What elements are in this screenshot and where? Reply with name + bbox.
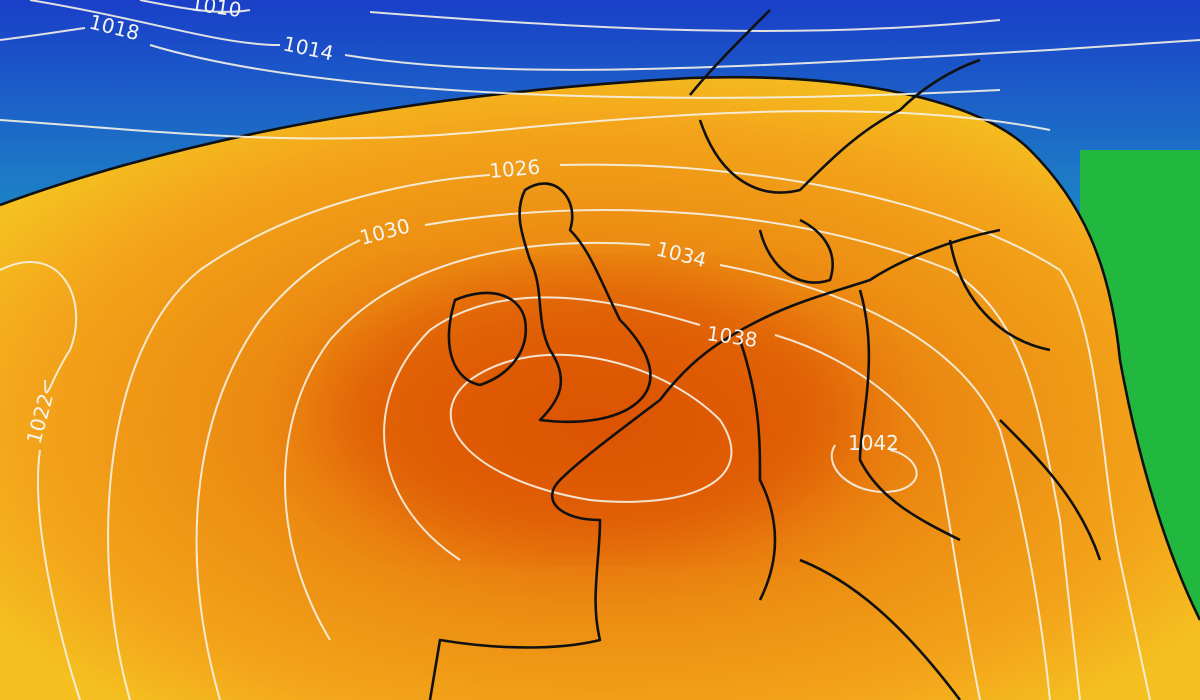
isobar-1034 — [284, 241, 1051, 700]
isobar-1038 — [383, 296, 981, 700]
isobar-1026 — [107, 163, 1151, 700]
coast-continent — [428, 228, 1001, 700]
isobar-inner — [449, 353, 733, 503]
high-pressure-boundary — [0, 75, 1200, 621]
coast-ireland — [447, 291, 528, 387]
isobar-1022 — [0, 261, 81, 700]
high-pressure-core — [330, 280, 850, 540]
isobar-1030 — [195, 209, 1081, 700]
isobar-1042 — [830, 444, 918, 493]
isobar-label-1042: 1042 — [848, 431, 899, 455]
isobar-1010 — [139, 0, 1001, 33]
isobar-1018 — [0, 27, 1001, 99]
coastlines — [428, 9, 1102, 700]
coast-scandinavia — [688, 9, 981, 194]
coast-denmark — [758, 218, 834, 284]
isobar-label-1010: 1010 — [189, 0, 243, 22]
coast-great-britain — [518, 182, 652, 424]
isobar-label-1026: 1026 — [488, 155, 541, 183]
borders — [738, 239, 1102, 700]
isobar-1014 — [29, 0, 1200, 71]
